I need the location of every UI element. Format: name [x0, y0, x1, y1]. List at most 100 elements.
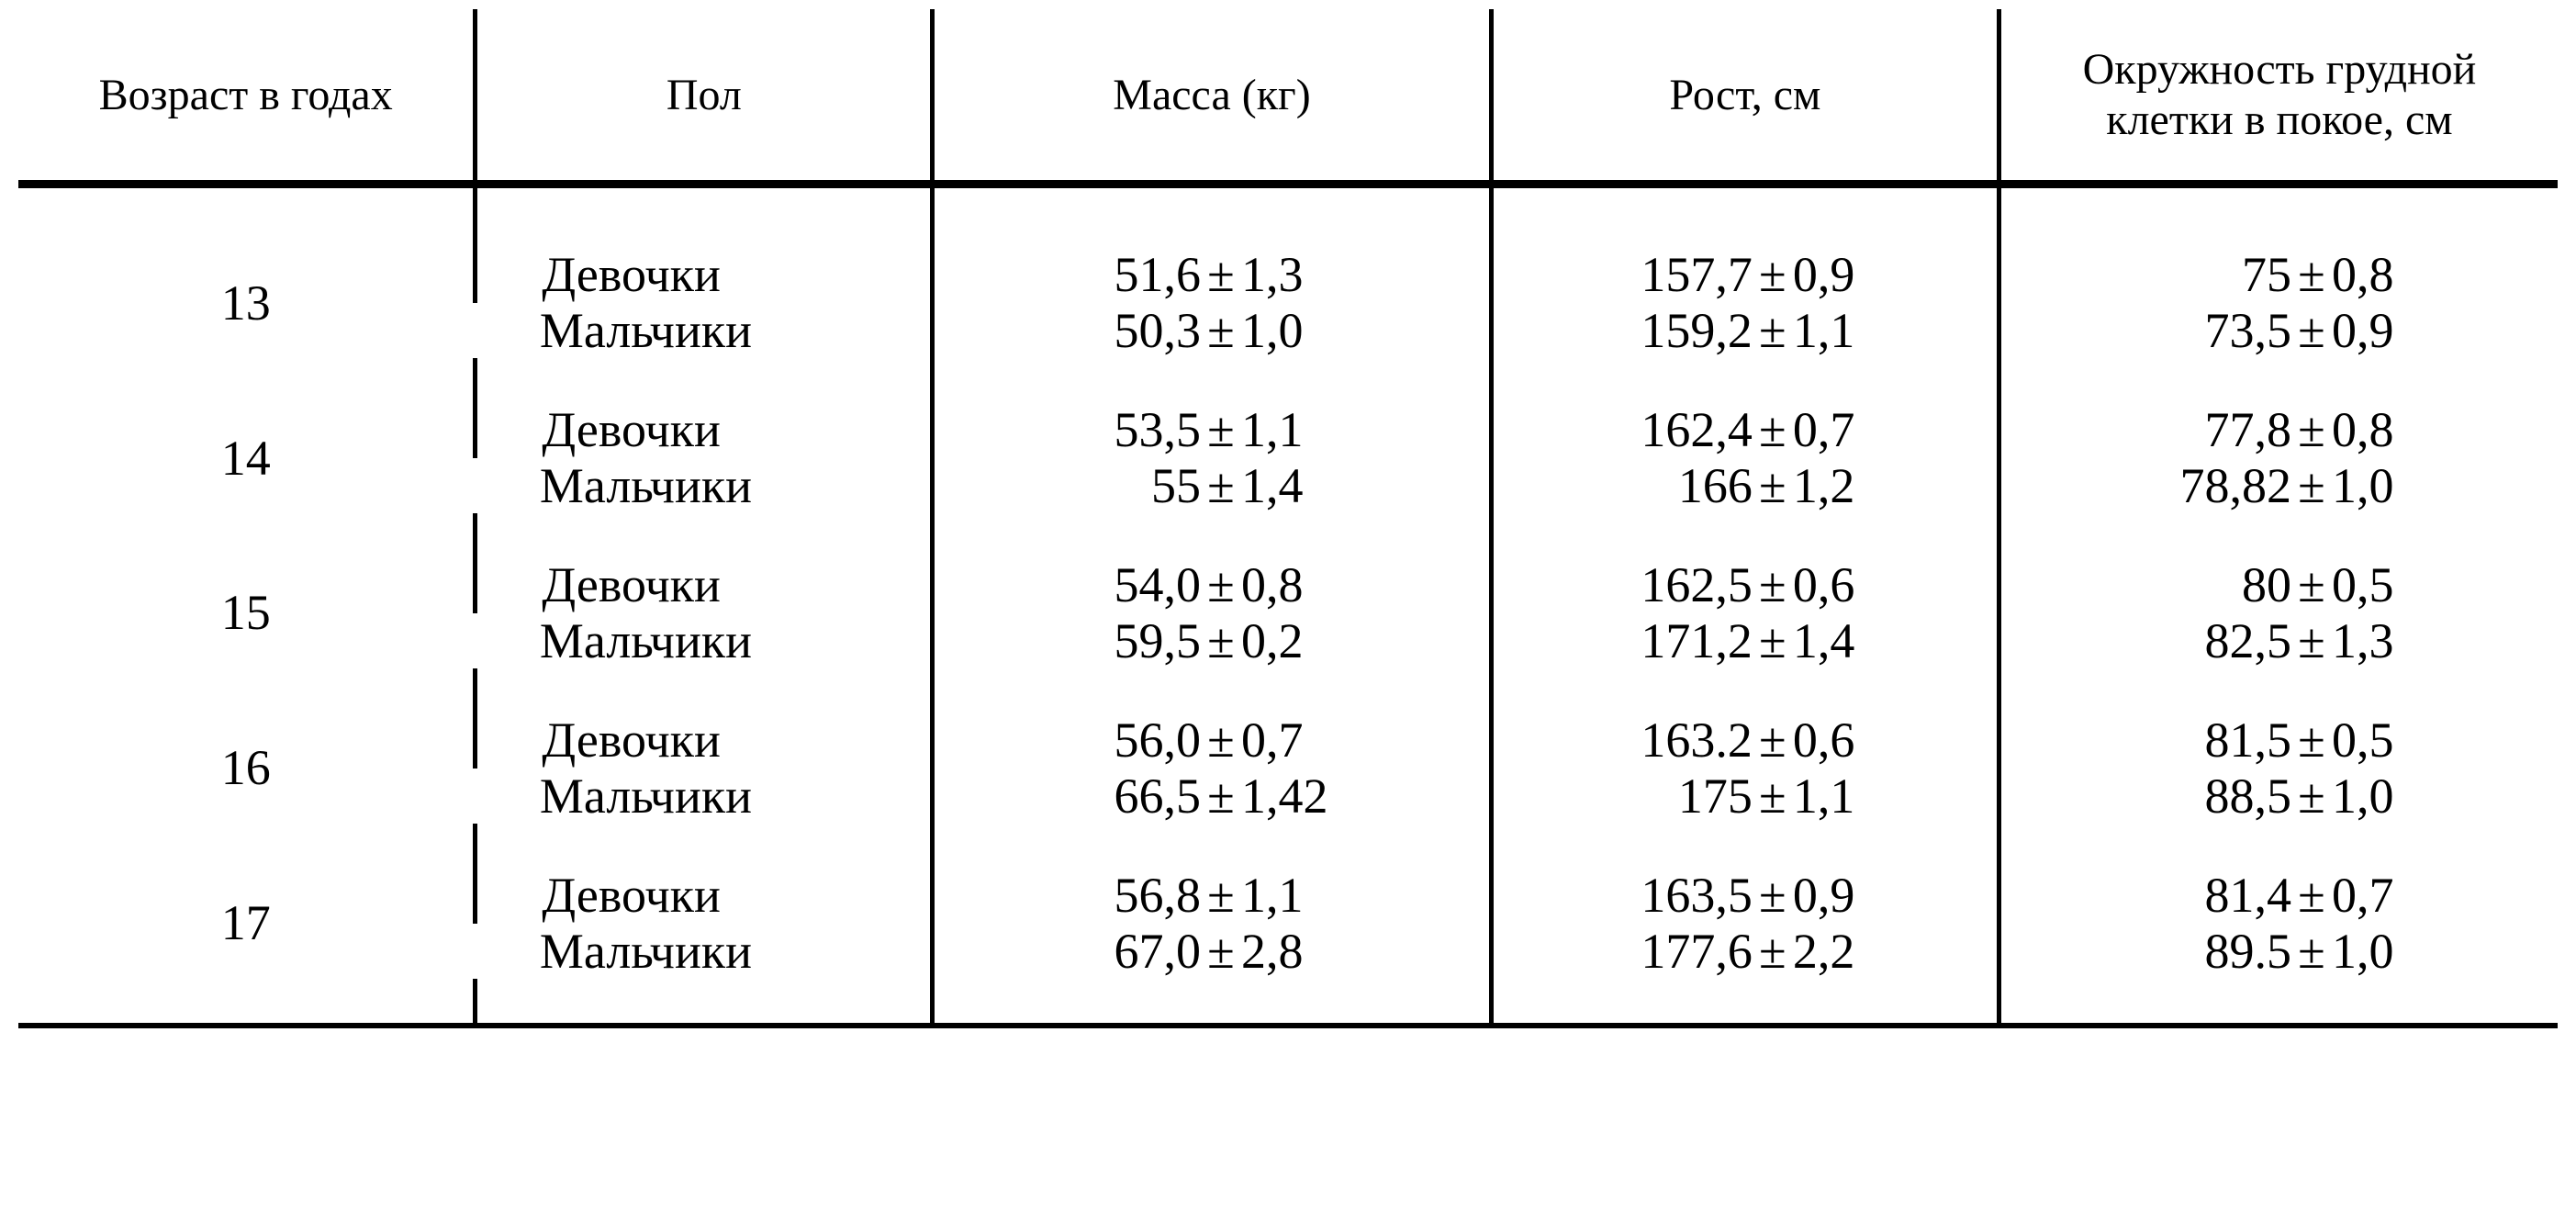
height-cell: 159,2±1,1: [1491, 303, 1999, 358]
chest-error: 0,7: [2332, 868, 2433, 923]
mass-cell: 50,3±1,0: [933, 303, 1492, 358]
sex-cell: Девочки: [476, 712, 933, 768]
chest-error: 0,9: [2332, 303, 2433, 358]
chest-value: 75: [2126, 247, 2291, 302]
chest-cell: 73,5±0,9: [1999, 303, 2558, 358]
plus-minus-icon: ±: [2291, 557, 2332, 612]
chest-error: 1,0: [2332, 924, 2433, 979]
plus-minus-icon: ±: [1201, 712, 1241, 768]
height-value: 171,2: [1596, 613, 1753, 668]
plus-minus-icon: ±: [1201, 924, 1241, 979]
mass-error: 0,2: [1241, 613, 1361, 668]
height-cell: 166±1,2: [1491, 458, 1999, 513]
plus-minus-icon: ±: [1753, 402, 1793, 457]
chest-error: 1,0: [2332, 458, 2433, 513]
height-cell: 162,5±0,6: [1491, 557, 1999, 612]
chest-cell: 77,8±0,8: [1999, 402, 2558, 457]
height-error: 0,6: [1793, 712, 1894, 768]
plus-minus-icon: ±: [1753, 303, 1793, 358]
sex-cell: Мальчики: [476, 458, 933, 513]
chest-value: 80: [2126, 557, 2291, 612]
mass-value: 66,5: [1063, 769, 1201, 824]
chest-value: 82,5: [2126, 613, 2291, 668]
mass-cell: 55±1,4: [933, 458, 1492, 513]
height-error: 2,2: [1793, 924, 1894, 979]
chest-value: 77,8: [2126, 402, 2291, 457]
chest-error: 0,5: [2332, 557, 2433, 612]
plus-minus-icon: ±: [1753, 613, 1793, 668]
mass-error: 0,7: [1241, 712, 1361, 768]
chest-value: 88,5: [2126, 769, 2291, 824]
plus-minus-icon: ±: [2291, 458, 2332, 513]
table-row: 17Девочки56,8±1,1163,5±0,981,4±0,7: [18, 868, 2558, 923]
plus-minus-icon: ±: [1753, 769, 1793, 824]
mass-value: 53,5: [1063, 402, 1201, 457]
mass-error: 1,3: [1241, 247, 1361, 302]
plus-minus-icon: ±: [1753, 458, 1793, 513]
mass-value: 55: [1063, 458, 1201, 513]
mass-cell: 67,0±2,8: [933, 924, 1492, 979]
sex-cell: Девочки: [476, 868, 933, 923]
mass-error: 1,0: [1241, 303, 1361, 358]
height-error: 1,1: [1793, 769, 1894, 824]
chest-value: 81,5: [2126, 712, 2291, 768]
chest-value: 73,5: [2126, 303, 2291, 358]
col-header-age: Возраст в годах: [18, 9, 476, 183]
height-cell: 162,4±0,7: [1491, 402, 1999, 457]
plus-minus-icon: ±: [1753, 557, 1793, 612]
height-value: 163,5: [1596, 868, 1753, 923]
anthropometry-table: Возраст в годах Пол Масса (кг) Рост, см …: [18, 9, 2558, 1028]
mass-cell: 53,5±1,1: [933, 402, 1492, 457]
height-error: 1,4: [1793, 613, 1894, 668]
age-cell: 15: [18, 557, 476, 668]
mass-cell: 59,5±0,2: [933, 613, 1492, 668]
mass-cell: 56,8±1,1: [933, 868, 1492, 923]
age-cell: 16: [18, 712, 476, 824]
height-value: 175: [1596, 769, 1753, 824]
table-body: 13Девочки51,6±1,3157,7±0,975±0,8Мальчики…: [18, 188, 2558, 1026]
chest-cell: 78,82±1,0: [1999, 458, 2558, 513]
chest-error: 1,3: [2332, 613, 2433, 668]
height-cell: 177,6±2,2: [1491, 924, 1999, 979]
plus-minus-icon: ±: [1753, 712, 1793, 768]
plus-minus-icon: ±: [1201, 557, 1241, 612]
age-cell: 14: [18, 402, 476, 513]
height-error: 1,2: [1793, 458, 1894, 513]
plus-minus-icon: ±: [2291, 924, 2332, 979]
mass-error: 2,8: [1241, 924, 1361, 979]
table-row: 16Девочки56,0±0,7163.2±0,681,5±0,5: [18, 712, 2558, 768]
chest-value: 81,4: [2126, 868, 2291, 923]
col-header-height: Рост, см: [1491, 9, 1999, 183]
height-cell: 171,2±1,4: [1491, 613, 1999, 668]
height-error: 0,9: [1793, 247, 1894, 302]
table-row: 14Девочки53,5±1,1162,4±0,777,8±0,8: [18, 402, 2558, 457]
chest-cell: 81,4±0,7: [1999, 868, 2558, 923]
height-value: 177,6: [1596, 924, 1753, 979]
mass-value: 51,6: [1063, 247, 1201, 302]
mass-cell: 54,0±0,8: [933, 557, 1492, 612]
mass-value: 59,5: [1063, 613, 1201, 668]
height-value: 166: [1596, 458, 1753, 513]
chest-error: 0,8: [2332, 247, 2433, 302]
sex-cell: Мальчики: [476, 303, 933, 358]
sex-cell: Мальчики: [476, 769, 933, 824]
height-value: 159,2: [1596, 303, 1753, 358]
plus-minus-icon: ±: [2291, 868, 2332, 923]
sex-cell: Мальчики: [476, 613, 933, 668]
plus-minus-icon: ±: [2291, 613, 2332, 668]
plus-minus-icon: ±: [1201, 402, 1241, 457]
plus-minus-icon: ±: [2291, 303, 2332, 358]
col-header-sex: Пол: [476, 9, 933, 183]
chest-cell: 80±0,5: [1999, 557, 2558, 612]
plus-minus-icon: ±: [1753, 247, 1793, 302]
chest-error: 0,8: [2332, 402, 2433, 457]
plus-minus-icon: ±: [1201, 458, 1241, 513]
mass-cell: 56,0±0,7: [933, 712, 1492, 768]
chest-value: 78,82: [2126, 458, 2291, 513]
height-cell: 163.2±0,6: [1491, 712, 1999, 768]
sex-cell: Девочки: [476, 557, 933, 612]
height-value: 162,4: [1596, 402, 1753, 457]
sex-cell: Мальчики: [476, 924, 933, 979]
mass-error: 1,1: [1241, 868, 1361, 923]
height-error: 0,6: [1793, 557, 1894, 612]
